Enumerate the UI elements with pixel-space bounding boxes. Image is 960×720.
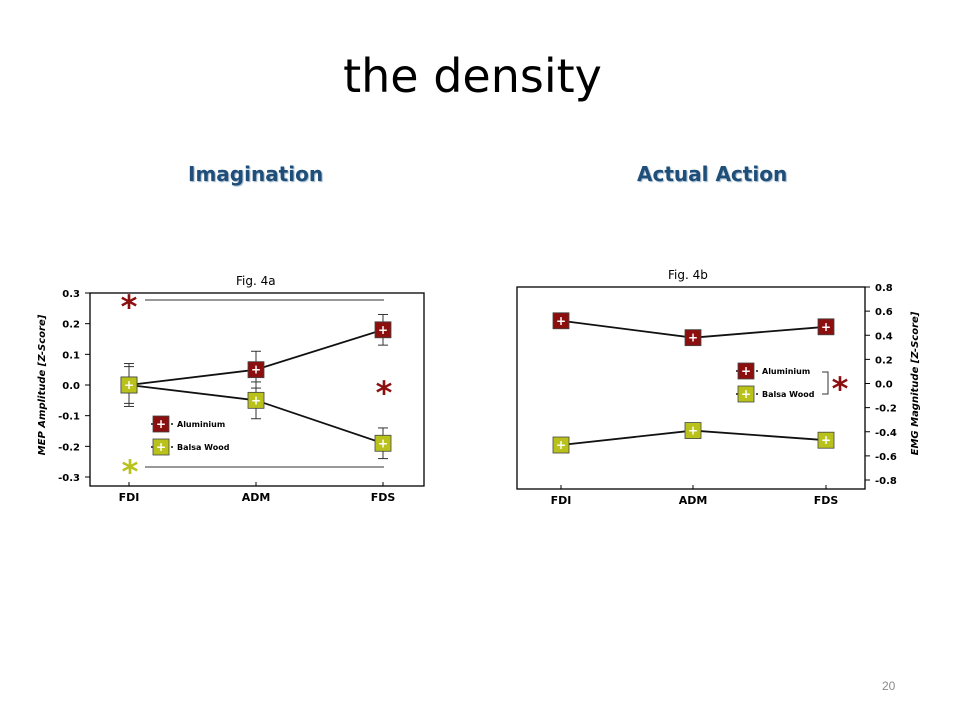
y-tick-label: -0.8 — [875, 476, 897, 487]
data-point-balsa-wood — [247, 391, 265, 409]
plot-frame — [89, 292, 425, 487]
legend-marker-plus: + — [741, 364, 751, 378]
legend-marker — [152, 438, 170, 456]
y-tick-label: -0.3 — [58, 473, 80, 484]
y-axis-label: MEP Amplitude [Z-Score] — [37, 314, 48, 455]
x-tick-label: ADM — [679, 494, 708, 507]
legend-marker — [152, 415, 170, 433]
data-point-aluminium-plus: + — [251, 363, 261, 377]
slide-title: the density — [343, 49, 602, 103]
plot-frame — [516, 286, 866, 490]
chart-title: Fig. 4b — [668, 268, 708, 282]
heading-imagination: Imagination — [188, 162, 324, 186]
legend-marker — [737, 385, 755, 403]
data-point-balsa-wood — [684, 422, 702, 439]
x-tick-label: FDS — [814, 494, 839, 507]
x-tick-label: ADM — [242, 491, 271, 504]
y-tick-label: 0.6 — [875, 307, 893, 318]
y-tick-label: 0.0 — [875, 380, 893, 391]
y-tick-label: 0.1 — [62, 350, 80, 361]
chart-title: Fig. 4a — [236, 274, 276, 288]
y-tick-label: 0.3 — [62, 289, 80, 300]
significance-bracket — [822, 371, 829, 395]
legend-marker-plus: + — [156, 417, 166, 431]
legend-marker-plus: + — [741, 387, 751, 401]
y-tick-label: -0.2 — [875, 404, 897, 415]
y-tick-label: -0.6 — [875, 452, 897, 463]
data-point-balsa-wood — [374, 434, 392, 452]
x-tick-label: FDS — [371, 491, 396, 504]
y-tick-label: -0.1 — [58, 412, 80, 423]
data-point-aluminium-plus: + — [821, 320, 831, 334]
y-tick-label: -0.2 — [58, 442, 80, 453]
data-point-balsa-wood-plus: + — [556, 438, 566, 452]
significance-star: * — [121, 288, 138, 326]
y-tick-label: -0.4 — [875, 428, 897, 439]
significance-star: * — [122, 453, 139, 491]
legend-label: Aluminium — [177, 420, 225, 429]
data-point-aluminium — [374, 321, 392, 339]
y-tick-label: 0.0 — [62, 381, 80, 392]
x-tick-label: FDI — [551, 494, 572, 507]
data-point-aluminium-plus: + — [378, 323, 388, 337]
y-axis-label: EMG Magnitude [Z-Score] — [910, 311, 921, 455]
data-point-balsa-wood-plus: + — [378, 436, 388, 450]
data-point-balsa-wood-plus: + — [251, 393, 261, 407]
data-point-aluminium-plus: + — [688, 331, 698, 345]
slide-number: 20 — [882, 679, 896, 693]
x-tick-label: FDI — [119, 491, 140, 504]
y-tick-label: 0.8 — [875, 283, 893, 294]
data-point-aluminium — [247, 361, 265, 379]
legend-label: Balsa Wood — [177, 443, 230, 452]
y-tick-label: 0.4 — [875, 331, 893, 342]
y-tick-label: 0.2 — [62, 320, 80, 331]
legend-marker — [737, 362, 755, 380]
legend-label: Aluminium — [762, 367, 810, 376]
data-point-aluminium — [684, 329, 702, 347]
data-point-balsa-wood — [817, 431, 835, 449]
legend-marker-plus: + — [156, 440, 166, 454]
heading-actual-action: Actual Action — [637, 162, 788, 186]
data-point-aluminium-plus: + — [556, 314, 566, 328]
data-point-balsa-wood-plus: + — [688, 424, 698, 438]
data-point-balsa-wood-plus: + — [821, 433, 831, 447]
data-point-balsa-wood-plus: + — [124, 378, 134, 392]
legend-label: Balsa Wood — [762, 390, 815, 399]
data-point-aluminium — [817, 318, 835, 336]
y-tick-label: 0.2 — [875, 355, 893, 366]
data-point-balsa-wood — [552, 436, 570, 454]
data-point-balsa-wood — [120, 376, 138, 394]
significance-star: * — [376, 374, 393, 412]
significance-star: * — [832, 370, 849, 408]
data-point-aluminium — [552, 312, 570, 330]
